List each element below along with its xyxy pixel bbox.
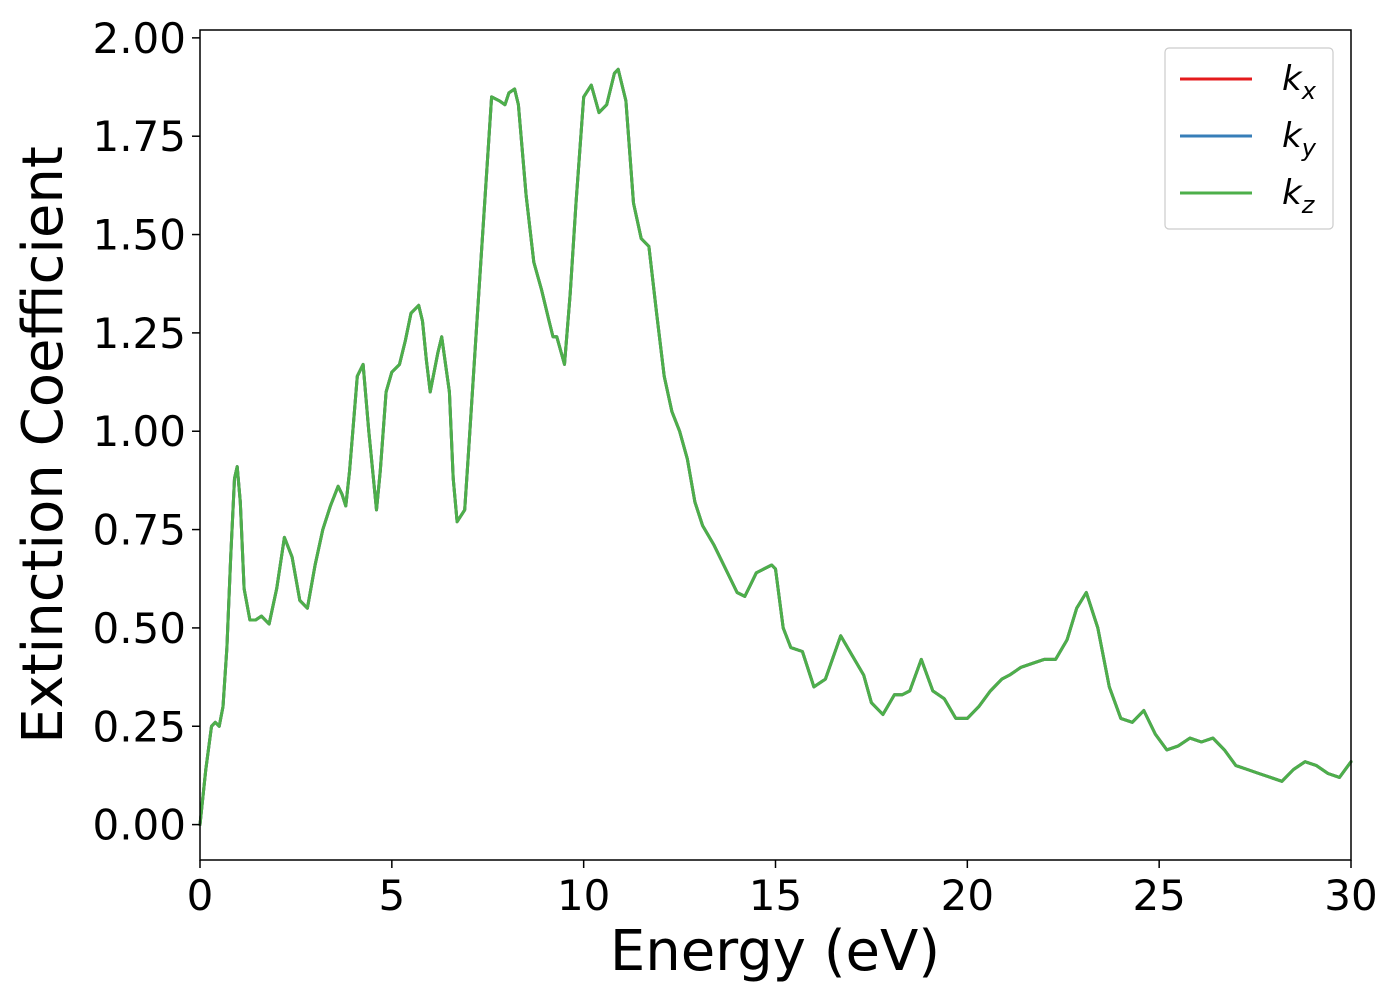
y-tick-label: 1.50 xyxy=(92,211,186,260)
plot-background xyxy=(200,30,1351,860)
y-tick-label: 1.75 xyxy=(92,112,186,161)
legend-label-k_y: ky xyxy=(1282,116,1317,162)
legend-box xyxy=(1164,47,1334,230)
x-tick-label: 30 xyxy=(1324,871,1377,920)
y-axis-title: Extinction Coefficient xyxy=(11,146,76,744)
y-tick-label: 1.00 xyxy=(92,407,186,456)
legend-label-base: k xyxy=(1282,173,1303,213)
x-tick-label: 0 xyxy=(187,871,214,920)
y-axis: 0.00 0.25 0.50 0.75 1.00 1.25 1.50 1.75 2.00 xyxy=(92,14,200,850)
x-tick-label: 25 xyxy=(1132,871,1185,920)
x-tick-label: 15 xyxy=(749,871,802,920)
y-tick-label: 1.25 xyxy=(92,309,186,358)
legend-label-base: k xyxy=(1282,59,1303,99)
legend-label-base: k xyxy=(1282,116,1303,156)
legend-label-k_x: kx xyxy=(1282,59,1317,105)
y-tick-label: 0.00 xyxy=(92,801,186,850)
legend-label-subscript: x xyxy=(1301,77,1317,105)
y-tick-label: 0.75 xyxy=(92,506,186,555)
x-tick-label: 10 xyxy=(557,871,610,920)
legend-label-subscript: z xyxy=(1301,191,1316,219)
y-tick-label: 2.00 xyxy=(92,14,186,63)
y-tick-label: 0.25 xyxy=(92,702,186,751)
series-layer xyxy=(198,67,1353,827)
x-tick-label: 20 xyxy=(941,871,994,920)
x-axis-title: Energy (eV) xyxy=(610,919,940,984)
series-line-k_z xyxy=(198,67,1353,827)
legend-label-k_z: kz xyxy=(1282,173,1316,219)
y-tick-label: 0.50 xyxy=(92,604,186,653)
x-axis: 0 5 10 15 20 25 30 xyxy=(187,860,1378,920)
legend-label-subscript: y xyxy=(1301,134,1317,162)
x-tick-label: 5 xyxy=(378,871,405,920)
